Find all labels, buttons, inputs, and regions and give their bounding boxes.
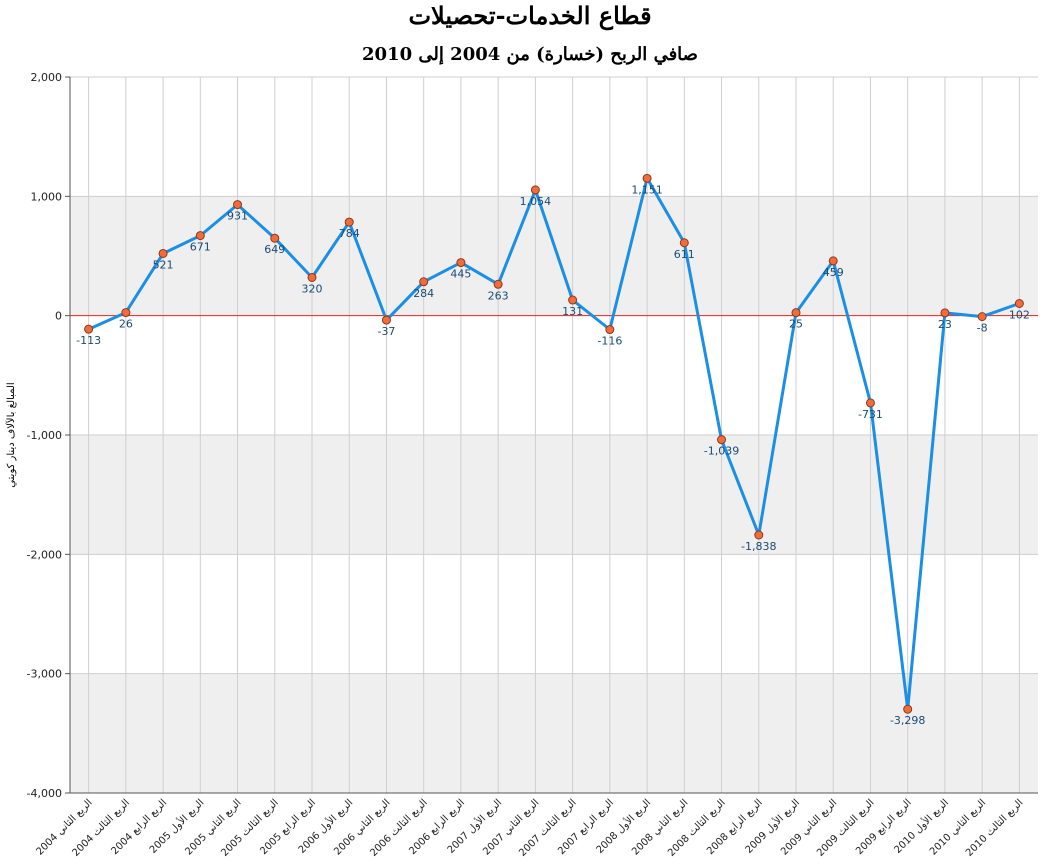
axes	[65, 76, 1038, 794]
data-label: -8	[977, 322, 988, 335]
data-point	[1014, 298, 1024, 308]
y-tick-label: -1,000	[27, 429, 62, 442]
data-point	[642, 173, 652, 183]
data-label: 931	[227, 210, 248, 223]
data-point	[605, 325, 615, 335]
data-point	[456, 258, 466, 268]
y-tick-label: -4,000	[27, 787, 62, 800]
data-label: -3,298	[890, 714, 925, 727]
data-label: 445	[450, 268, 471, 281]
data-point	[530, 185, 540, 195]
y-tick-label: 0	[55, 310, 62, 323]
data-label: 521	[153, 258, 174, 271]
plot-band	[70, 196, 1038, 316]
horizontal-gridlines	[70, 76, 1038, 794]
data-point	[121, 308, 131, 318]
y-tick-label: 2,000	[31, 71, 63, 84]
data-label: 459	[823, 266, 844, 279]
data-markers	[84, 173, 1024, 714]
data-point	[940, 308, 950, 318]
data-labels: -113 26 521 671 931 649 320 784 -37 284 445 263 1,05…	[76, 183, 1030, 727]
series-line	[87, 176, 1020, 711]
data-point	[717, 435, 727, 445]
data-label: 784	[339, 227, 360, 240]
data-point	[903, 704, 913, 714]
data-label: 102	[1009, 308, 1030, 321]
data-label: 649	[264, 243, 285, 256]
data-label: 131	[562, 305, 583, 318]
data-label: 23	[938, 318, 952, 331]
data-point	[344, 217, 354, 227]
data-label: 263	[488, 289, 509, 302]
data-label: 320	[302, 282, 323, 295]
y-axis-label: المبالغ بالآلاف دينار كويتي	[5, 382, 17, 487]
data-point	[381, 315, 391, 325]
y-tick-labels: 2,000 1,000 0 -1,000 -2,000 -3,000 -4,000	[27, 71, 62, 800]
data-label: -113	[76, 334, 101, 347]
data-label: 1,054	[520, 195, 552, 208]
data-point	[791, 308, 801, 318]
data-point	[233, 200, 243, 210]
plot-band	[70, 435, 1038, 555]
series-line-group	[87, 176, 1020, 711]
data-point	[84, 324, 94, 334]
data-point	[679, 238, 689, 248]
data-point	[307, 272, 317, 282]
plot-bands	[70, 196, 1038, 793]
data-point	[977, 312, 987, 322]
y-tick-label: -2,000	[27, 548, 62, 561]
y-tick-label: 1,000	[31, 190, 63, 203]
data-label: 26	[119, 318, 133, 331]
chart-subtitle: صافي الربح (خسارة) من 2004 إلى 2010	[362, 44, 698, 65]
data-label: 1,151	[631, 183, 663, 196]
data-label: -1,039	[704, 445, 739, 458]
data-point	[493, 279, 503, 289]
data-label: -1,838	[741, 540, 776, 553]
data-point	[195, 231, 205, 241]
chart-title: قطاع الخدمات-تحصيلات	[408, 1, 651, 31]
data-label: 25	[789, 318, 803, 331]
data-label: 284	[413, 287, 434, 300]
plot-band	[70, 673, 1038, 793]
data-point	[270, 233, 280, 243]
data-label: 671	[190, 241, 211, 254]
data-point	[865, 398, 875, 408]
data-point	[158, 248, 168, 258]
data-label: 611	[674, 248, 695, 261]
data-label: -37	[377, 325, 395, 338]
y-tick-label: -3,000	[27, 668, 62, 681]
data-label: -731	[858, 408, 883, 421]
data-label: -116	[597, 335, 622, 348]
data-point	[568, 295, 578, 305]
data-point	[419, 277, 429, 287]
data-point	[754, 530, 764, 540]
data-point	[828, 256, 838, 266]
